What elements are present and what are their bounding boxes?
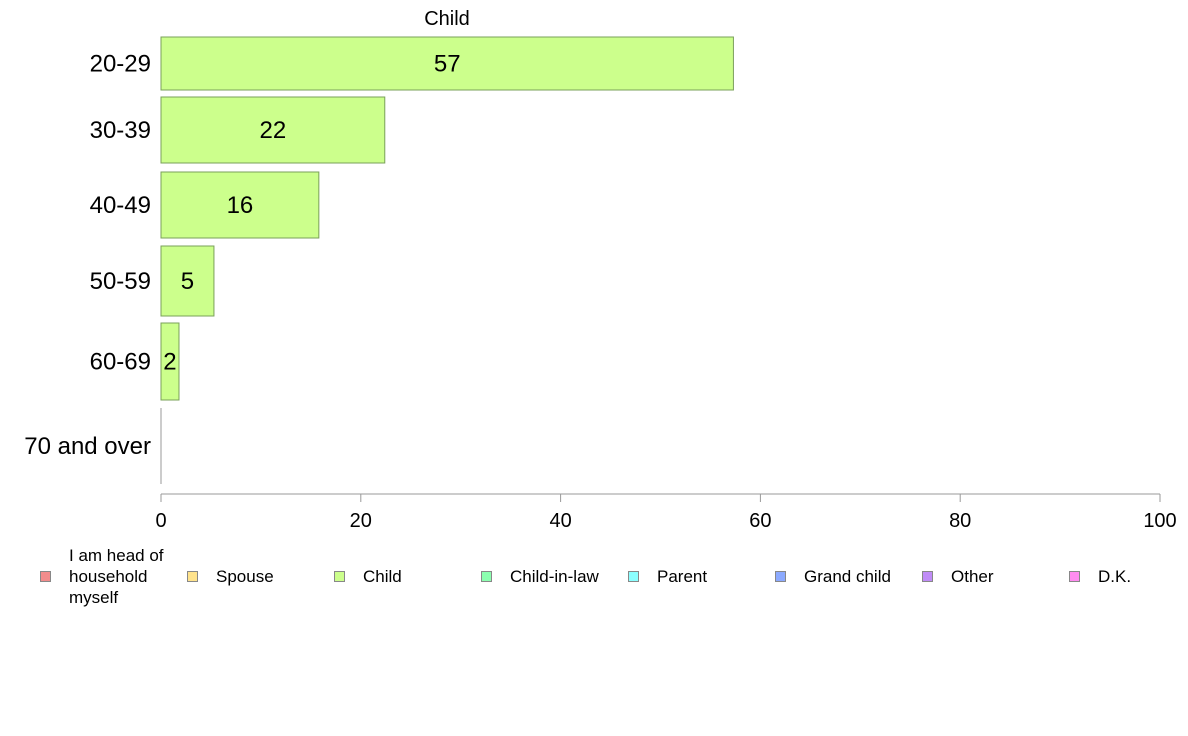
chart-title: Child [424,8,470,30]
bar-60-69 [160,322,180,401]
legend-label: Child [363,566,402,586]
legend-label: I am head of household myself [69,545,164,607]
category-label: 30-39 [90,117,151,144]
legend-label: Other [951,566,994,586]
legend-item: Child-in-law [481,540,621,612]
legend-swatch [922,570,933,582]
legend-swatch [481,570,492,582]
legend-swatch [187,570,198,582]
bar-30-39 [160,96,386,164]
legend-swatch [775,570,786,582]
data-label: 5 [181,268,194,295]
legend-item: Other [922,540,1062,612]
x-tick-label: 60 [749,510,771,532]
legend: I am head of household myself Spouse Child… [0,540,1188,620]
x-tick-label: 80 [949,510,971,532]
legend-item: Child [334,540,474,612]
category-label: 50-59 [90,268,151,295]
legend-item: Spouse [187,540,327,612]
x-tick-label: 100 [1143,510,1176,532]
x-tick-label: 0 [155,510,166,532]
x-tick-label: 20 [350,510,372,532]
bars-group: 57 22 16 5 2 [160,36,734,484]
legend-item: Grand child [775,540,915,612]
x-axis: 0 20 40 60 80 100 [155,493,1177,532]
legend-label: Grand child [804,566,891,586]
category-label: 70 and over [24,433,151,460]
bar-chart: Child 57 22 16 5 2 20-29 30-39 40-49 50-59 60-69… [24,8,1177,532]
data-label: 22 [260,117,287,144]
legend-label: D.K. [1098,566,1132,586]
category-label: 40-49 [90,192,151,219]
data-label: 16 [227,192,254,219]
legend-label: Spouse [216,566,274,586]
legend-swatch [40,570,51,582]
legend-item: D.K. [1069,540,1179,612]
legend-item: I am head of household myself [40,540,180,612]
legend-swatch [1069,570,1080,582]
x-tick-label: 40 [549,510,571,532]
category-labels: 20-29 30-39 40-49 50-59 60-69 70 and over [24,51,151,461]
legend-swatch [628,570,639,582]
legend-label: Parent [657,566,708,586]
bar-50-59 [160,245,215,317]
legend-swatch [334,570,345,582]
category-label: 60-69 [90,349,151,376]
bar-20-29 [160,36,734,91]
legend-item: Parent [628,540,768,612]
data-label: 2 [163,349,176,376]
legend-label: Child-in-law [510,566,599,586]
category-label: 20-29 [90,51,151,78]
bar-40-49 [160,171,320,239]
data-label: 57 [434,51,461,78]
